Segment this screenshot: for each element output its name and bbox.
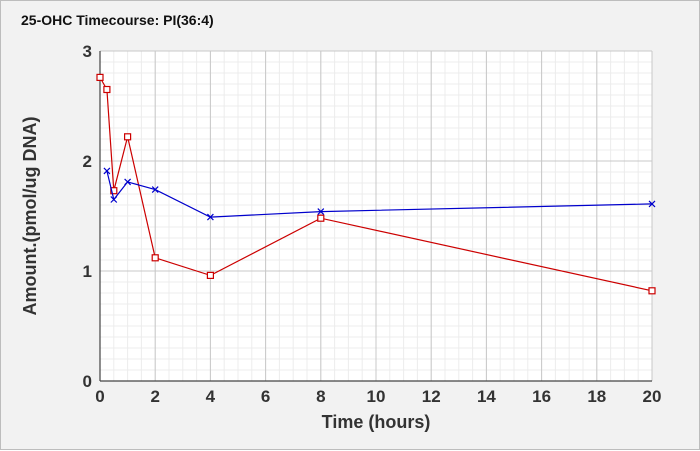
x-tick-label: 0 — [95, 387, 104, 406]
data-point — [317, 214, 325, 222]
x-tick-label: 20 — [643, 387, 662, 406]
data-point — [103, 85, 111, 94]
data-point — [103, 167, 111, 175]
series-2 — [103, 167, 656, 221]
series-1 — [96, 73, 656, 295]
chart-title: 25-OHC Timecourse: PI(36:4) — [21, 12, 214, 28]
data-point — [110, 187, 118, 195]
data-point — [110, 196, 118, 203]
y-tick-label: 1 — [83, 262, 92, 281]
data-point — [123, 133, 132, 141]
x-tick-label: 6 — [261, 387, 270, 406]
x-tick-label: 14 — [477, 387, 496, 406]
x-tick-label: 16 — [532, 387, 551, 406]
x-tick-label: 4 — [206, 387, 216, 406]
x-tick-label: 2 — [150, 387, 159, 406]
x-tick-label: 10 — [367, 387, 386, 406]
y-tick-label: 0 — [83, 372, 92, 391]
y-tick-label: 2 — [83, 152, 92, 171]
series-layer — [96, 73, 656, 295]
y-tick-label: 3 — [83, 42, 92, 61]
data-point — [151, 254, 159, 262]
major-grid — [99, 50, 653, 382]
data-point — [96, 73, 104, 82]
data-point — [648, 200, 656, 208]
data-point — [317, 208, 325, 216]
x-tick-label: 8 — [316, 387, 325, 406]
x-axis-label: Time (hours) — [322, 412, 431, 432]
data-point — [206, 271, 214, 279]
data-point — [206, 213, 214, 221]
x-tick-label: 12 — [422, 387, 441, 406]
data-point — [648, 287, 656, 295]
series-line — [99, 77, 653, 292]
data-point — [124, 178, 132, 186]
data-point — [151, 186, 159, 194]
x-tick-label: 18 — [587, 387, 606, 406]
y-axis-label: Amount.(pmol/ug DNA) — [20, 117, 40, 316]
